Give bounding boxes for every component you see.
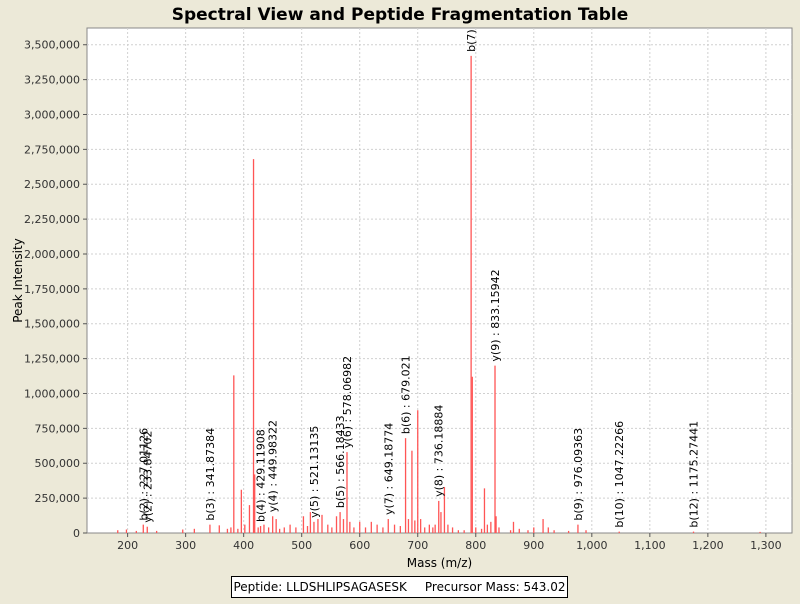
x-tick-label: 1,300 bbox=[750, 539, 782, 552]
peak-annotation: b(4) : 429.11908 bbox=[255, 429, 268, 522]
x-tick-label: 1,200 bbox=[692, 539, 724, 552]
peak-annotation: b(2) : 227.01126 bbox=[137, 428, 150, 521]
x-tick-label: 1,100 bbox=[634, 539, 666, 552]
x-tick-label: 700 bbox=[407, 539, 428, 552]
y-tick-label: 750,000 bbox=[35, 422, 81, 435]
y-tick-label: 3,000,000 bbox=[24, 108, 80, 121]
peak-annotation: y(8) : 736.18884 bbox=[433, 405, 446, 497]
peak-annotation: b(12) : 1175.27441 bbox=[688, 421, 701, 528]
x-tick-label: 200 bbox=[117, 539, 138, 552]
y-tick-label: 0 bbox=[73, 527, 80, 540]
y-tick-label: 2,500,000 bbox=[24, 178, 80, 191]
chart-title: Spectral View and Peptide Fragmentation … bbox=[172, 5, 629, 25]
y-tick-label: 2,750,000 bbox=[24, 143, 80, 156]
plot-area bbox=[86, 27, 793, 534]
peak-annotation: b(3) : 341.87384 bbox=[204, 428, 217, 521]
x-tick-label: 300 bbox=[175, 539, 196, 552]
peak-annotation: y(4) : 449.98322 bbox=[267, 420, 280, 512]
y-tick-label: 500,000 bbox=[35, 457, 81, 470]
peak-annotation: b(9) : 976.09363 bbox=[572, 428, 585, 521]
y-tick-label: 250,000 bbox=[35, 492, 81, 505]
peak-annotation: b(10) : 1047.22266 bbox=[613, 421, 626, 528]
x-tick-label: 900 bbox=[523, 539, 544, 552]
y-tick-label: 1,750,000 bbox=[24, 283, 80, 296]
x-tick-label: 1,000 bbox=[576, 539, 608, 552]
y-tick-label: 1,500,000 bbox=[24, 318, 80, 331]
peptide-sequence: Peptide: LLDSHLIPSAGASESK bbox=[233, 580, 407, 594]
y-tick-label: 3,500,000 bbox=[24, 39, 80, 52]
peak-annotation: y(2) : 233.84702 bbox=[141, 430, 154, 522]
peak-annotation: b(7) bbox=[465, 29, 478, 52]
y-axis-label: Peak Intensity bbox=[11, 238, 25, 323]
peak-annotation: y(7) : 649.18774 bbox=[382, 423, 395, 515]
peptide-info-box: Peptide: LLDSHLIPSAGASESK Precursor Mass… bbox=[231, 576, 568, 598]
y-tick-label: 3,250,000 bbox=[24, 74, 80, 87]
y-tick-label: 2,250,000 bbox=[24, 213, 80, 226]
peak-annotation: y(9) : 833.15942 bbox=[489, 269, 502, 361]
x-tick-label: 800 bbox=[465, 539, 486, 552]
peak-annotation: b(6) : 679.021 bbox=[400, 355, 413, 434]
y-tick-label: 1,250,000 bbox=[24, 353, 80, 366]
x-axis-label: Mass (m/z) bbox=[407, 556, 472, 570]
y-tick-label: 2,000,000 bbox=[24, 248, 80, 261]
x-tick-label: 600 bbox=[349, 539, 370, 552]
x-tick-label: 400 bbox=[233, 539, 254, 552]
x-tick-label: 500 bbox=[291, 539, 312, 552]
precursor-mass: Precursor Mass: 543.02 bbox=[424, 580, 566, 594]
peak-annotation: y(6) : 578.06982 bbox=[341, 356, 354, 448]
peak-annotation: b(5) : 566.18433 bbox=[334, 415, 347, 508]
peak-annotation: y(5) : 521.13135 bbox=[308, 426, 321, 518]
y-tick-label: 1,000,000 bbox=[24, 387, 80, 400]
